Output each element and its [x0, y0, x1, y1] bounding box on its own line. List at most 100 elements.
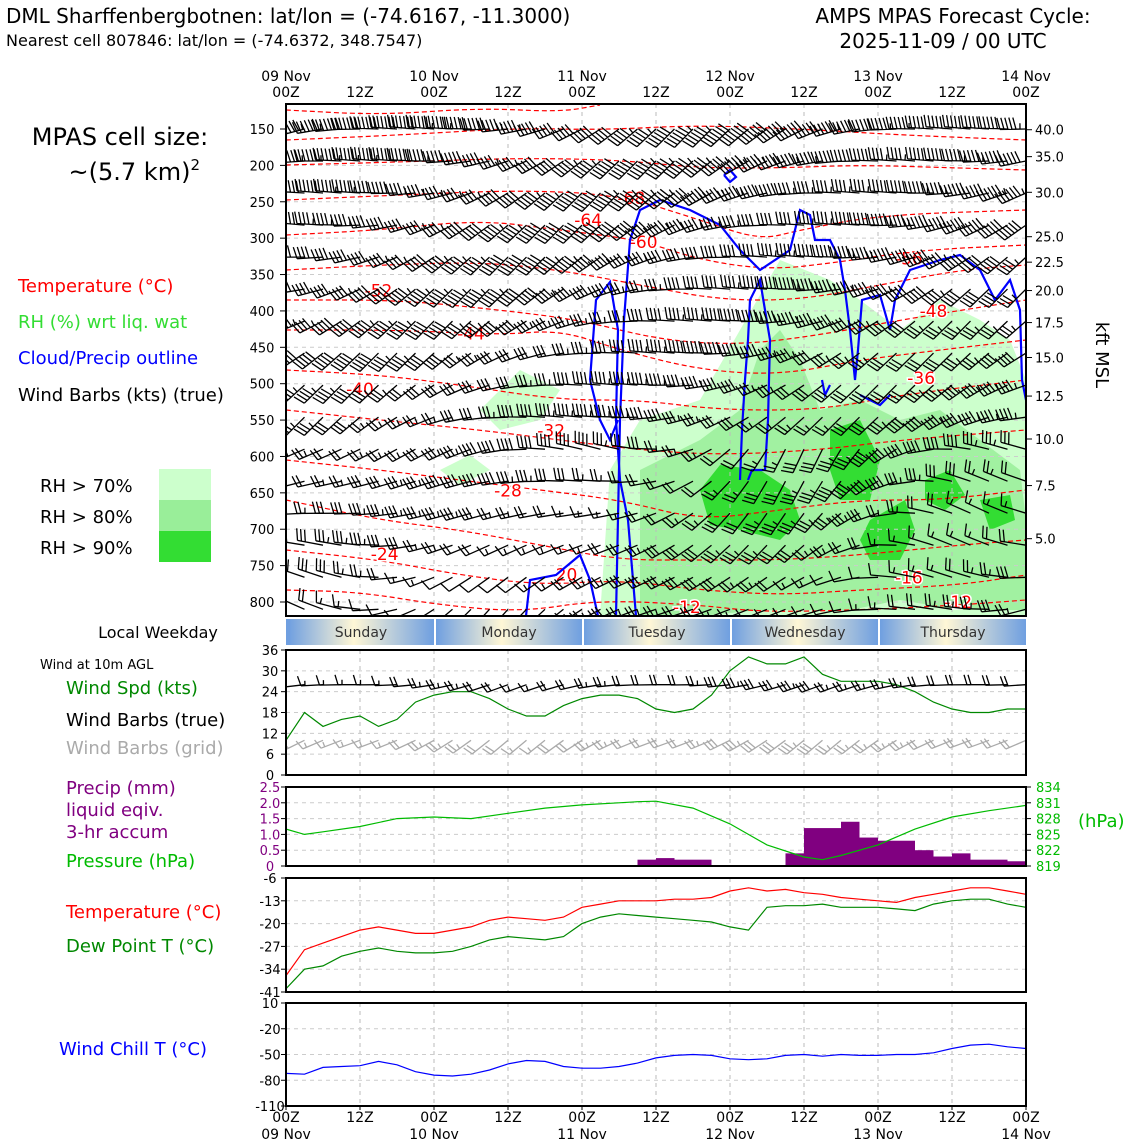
wind-barb	[957, 410, 990, 426]
wind-barb	[886, 499, 916, 514]
wind-barb	[996, 320, 1026, 339]
wind-barb	[420, 474, 453, 490]
wind-barb	[534, 222, 564, 244]
bottom-time-label: 12Z	[938, 1110, 965, 1126]
wind-barb	[311, 352, 342, 371]
wind-barb	[312, 212, 342, 226]
wind-barb	[495, 376, 527, 390]
pressure-tick-label: 150	[250, 123, 275, 138]
wind-barb	[404, 149, 434, 162]
wind-barb-true	[536, 680, 564, 692]
weekday-name: Monday	[481, 625, 536, 641]
wind-barb	[626, 128, 657, 148]
wind-barb	[813, 480, 842, 503]
wind-barb	[293, 501, 324, 515]
wind-barb	[884, 320, 916, 339]
wind-barb	[701, 307, 731, 322]
legend-wind-speed: Wind Spd (kts)	[66, 678, 198, 699]
wind-barb	[945, 522, 971, 546]
wind-barb	[664, 306, 694, 322]
wind-barb-grid	[961, 737, 990, 749]
precip-bar	[896, 840, 915, 866]
wind-barb	[939, 384, 971, 401]
kft-tick-label: 40.0	[1035, 124, 1064, 139]
wind-barb	[366, 504, 398, 518]
precip-bar	[915, 850, 934, 866]
wind-barb	[569, 313, 601, 327]
wind-barb	[976, 409, 1008, 424]
wind-barb	[848, 416, 879, 436]
precip-bar	[989, 859, 1008, 866]
wind-barb	[790, 121, 823, 140]
wind-barb	[829, 149, 860, 163]
wind-barb	[385, 287, 416, 306]
wind-barb	[719, 244, 749, 258]
pressure-tick-label: 600	[250, 450, 275, 465]
temperature-contour	[286, 104, 601, 115]
panel-frame	[285, 877, 1027, 993]
wind-barb	[995, 566, 1026, 579]
temperature-contour-label: -36	[907, 369, 935, 389]
wind-barb	[460, 256, 490, 276]
wind-barb	[536, 433, 564, 450]
bottom-date-label: 09 Nov	[261, 1127, 311, 1140]
wind-barb	[812, 210, 842, 226]
wind-barb	[719, 308, 749, 322]
wind-barb	[441, 320, 472, 340]
wind-barb	[816, 448, 842, 473]
legend-wind-barbs-grid: Wind Barbs (grid)	[66, 738, 224, 759]
wind-barb	[756, 544, 786, 565]
wind-barb	[422, 255, 453, 274]
wind-barb	[829, 245, 860, 259]
wind-barb	[927, 523, 953, 546]
wind-barb	[346, 474, 379, 489]
pressure-tick-label: 350	[250, 269, 275, 284]
wind-barb	[903, 320, 934, 340]
pressure-tick-label: 825	[1036, 828, 1061, 843]
wind-barb	[736, 416, 768, 433]
wind-barb	[367, 352, 398, 373]
wind-barb	[367, 181, 398, 195]
weekday-cell	[880, 619, 1026, 645]
pressure-tick-label: 650	[250, 487, 275, 502]
wind-barb	[998, 528, 1026, 546]
wind-barb	[330, 384, 361, 404]
wind-barb	[365, 448, 398, 463]
bottom-time-label: 00Z	[864, 1110, 891, 1126]
wind-barb-true	[999, 675, 1026, 687]
wind-barb	[402, 447, 435, 462]
wind-barb	[754, 121, 786, 144]
wind-barb	[644, 278, 675, 292]
wind-barb-true	[739, 678, 768, 691]
wind-barb	[592, 431, 620, 450]
wind-barb	[867, 596, 897, 610]
wind-barb	[383, 218, 416, 234]
wind-barb	[756, 212, 786, 226]
wind-barb	[754, 182, 786, 198]
wind-barb	[608, 371, 638, 386]
wind-barb	[531, 122, 564, 140]
wind-barb	[365, 416, 398, 432]
wind-barb	[366, 286, 398, 305]
wind-barb	[828, 352, 860, 370]
wind-barb	[439, 409, 472, 423]
temperature-contour	[286, 409, 1026, 455]
wind-barb	[440, 151, 472, 166]
wind-barb	[443, 608, 453, 616]
wind-barb	[809, 544, 842, 558]
wind-barb	[905, 593, 934, 610]
wind-barb	[570, 222, 601, 244]
wind-barb	[515, 222, 546, 244]
panel-frame	[285, 786, 1027, 867]
wind-barb	[496, 438, 527, 451]
wind-barb	[994, 185, 1026, 205]
wind-barb	[809, 314, 842, 331]
wind-barb	[976, 219, 1008, 239]
wind-barb	[643, 408, 675, 423]
kft-tick-label: 5.0	[1035, 533, 1056, 548]
wind-barb	[347, 285, 379, 303]
wind-barb	[365, 604, 398, 616]
precip-bar	[656, 858, 675, 866]
wind-barb	[809, 352, 842, 368]
wind-barb	[886, 594, 916, 610]
